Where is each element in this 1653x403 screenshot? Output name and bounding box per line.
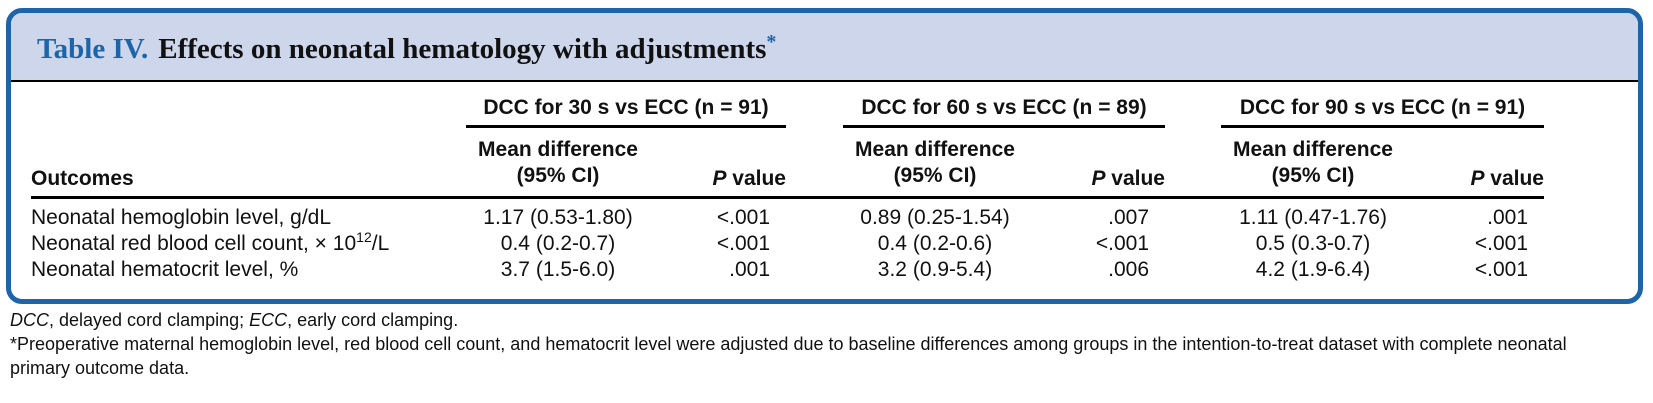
column-header-p-90s: P value	[1470, 167, 1544, 190]
group-header-30s: DCC for 30 s vs ECC (n = 91)	[483, 96, 769, 119]
cell-md-30s: 1.17 (0.53-1.80)	[483, 206, 633, 229]
group-header-60s: DCC for 60 s vs ECC (n = 89)	[861, 96, 1147, 119]
group-header-90s: DCC for 90 s vs ECC (n = 91)	[1239, 96, 1526, 119]
cell-md-60s: 0.4 (0.2-0.6)	[877, 232, 993, 255]
column-header-p-30s: P value	[712, 167, 786, 190]
cell-p-30s: .001	[729, 258, 770, 281]
cell-p-90s: <.001	[1474, 258, 1528, 281]
footnote-adjustment-line2: primary outcome data.	[10, 358, 190, 378]
table-number: Table IV.	[37, 33, 149, 65]
cell-p-30s: <.001	[716, 232, 770, 255]
cell-md-90s: 1.11 (0.47-1.76)	[1239, 206, 1387, 229]
column-header-mean-diff-90s: Mean difference (95% CI)	[1221, 137, 1405, 189]
cell-p-60s: <.001	[1095, 232, 1149, 255]
cell-md-60s: 0.89 (0.25-1.54)	[860, 206, 1010, 229]
table-title-bar: Table IV. Effects on neonatal hematology …	[11, 13, 1638, 82]
column-header-outcomes: Outcomes	[31, 167, 134, 190]
mean-diff-line1: Mean difference	[478, 138, 638, 161]
row-label-hematocrit: Neonatal hematocrit level, %	[31, 258, 299, 281]
mean-diff-line1: Mean difference	[1233, 138, 1393, 161]
mean-diff-line2: (95% CI)	[893, 164, 977, 187]
column-header-p-60s: P value	[1091, 167, 1165, 190]
row-label-rbc-count: Neonatal red blood cell count, × 1012/L	[31, 229, 390, 255]
cell-p-90s: <.001	[1474, 232, 1528, 255]
title-footnote-mark: *	[766, 31, 777, 53]
mean-diff-line2: (95% CI)	[1271, 164, 1355, 187]
footnote-adjustment-line1: *Preoperative maternal hemoglobin level,…	[10, 334, 1567, 354]
mean-diff-line2: (95% CI)	[516, 164, 600, 187]
cell-md-30s: 3.7 (1.5-6.0)	[500, 258, 616, 281]
column-header-mean-diff-60s: Mean difference (95% CI)	[843, 137, 1027, 189]
group-rule-60s	[843, 125, 1165, 128]
table-frame: Table IV. Effects on neonatal hematology …	[6, 8, 1643, 304]
row-label-hemoglobin: Neonatal hemoglobin level, g/dL	[31, 206, 332, 229]
header-bottom-rule	[31, 196, 1544, 199]
cell-md-60s: 3.2 (0.9-5.4)	[877, 258, 993, 281]
cell-p-60s: .007	[1108, 206, 1149, 229]
cell-p-30s: <.001	[716, 206, 770, 229]
table-title-text: Effects on neonatal hematology with adju…	[158, 33, 767, 65]
group-rule-90s	[1221, 125, 1544, 128]
cell-md-90s: 0.5 (0.3-0.7)	[1255, 232, 1371, 255]
cell-p-90s: .001	[1487, 206, 1528, 229]
column-header-mean-diff-30s: Mean difference (95% CI)	[466, 137, 650, 189]
cell-md-90s: 4.2 (1.9-6.4)	[1255, 258, 1371, 281]
footnote-abbreviations: DCC, delayed cord clamping; ECC, early c…	[10, 310, 459, 330]
mean-diff-line1: Mean difference	[855, 138, 1015, 161]
cell-p-60s: .006	[1108, 258, 1149, 281]
table-title: Table IV. Effects on neonatal hematology …	[37, 31, 777, 66]
cell-md-30s: 0.4 (0.2-0.7)	[500, 232, 616, 255]
group-rule-30s	[466, 125, 786, 128]
